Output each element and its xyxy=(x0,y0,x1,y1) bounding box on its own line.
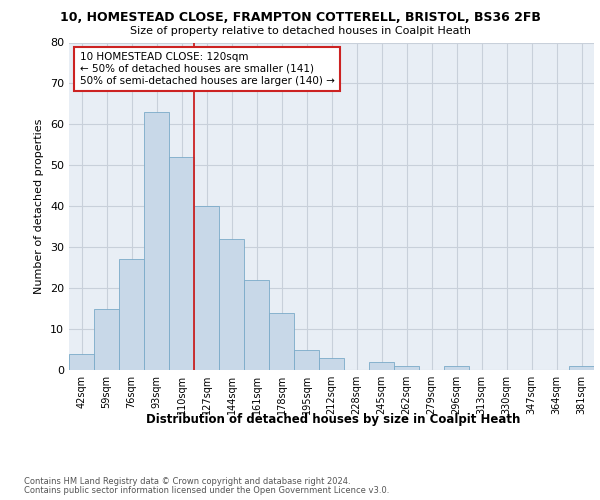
Bar xyxy=(194,206,218,370)
Bar xyxy=(295,350,319,370)
Bar xyxy=(94,308,119,370)
Bar xyxy=(169,157,194,370)
Text: Contains HM Land Registry data © Crown copyright and database right 2024.: Contains HM Land Registry data © Crown c… xyxy=(24,477,350,486)
Bar xyxy=(220,239,244,370)
Bar xyxy=(70,354,94,370)
Text: Contains public sector information licensed under the Open Government Licence v3: Contains public sector information licen… xyxy=(24,486,389,495)
Bar xyxy=(119,260,143,370)
Bar xyxy=(319,358,344,370)
Text: Size of property relative to detached houses in Coalpit Heath: Size of property relative to detached ho… xyxy=(130,26,470,36)
Bar xyxy=(269,312,293,370)
Bar xyxy=(569,366,593,370)
Bar xyxy=(370,362,394,370)
Bar xyxy=(445,366,469,370)
Y-axis label: Number of detached properties: Number of detached properties xyxy=(34,118,44,294)
Bar xyxy=(394,366,419,370)
Text: Distribution of detached houses by size in Coalpit Heath: Distribution of detached houses by size … xyxy=(146,412,520,426)
Bar xyxy=(145,112,169,370)
Bar xyxy=(244,280,269,370)
Text: 10, HOMESTEAD CLOSE, FRAMPTON COTTERELL, BRISTOL, BS36 2FB: 10, HOMESTEAD CLOSE, FRAMPTON COTTERELL,… xyxy=(59,11,541,24)
Text: 10 HOMESTEAD CLOSE: 120sqm
← 50% of detached houses are smaller (141)
50% of sem: 10 HOMESTEAD CLOSE: 120sqm ← 50% of deta… xyxy=(79,52,334,86)
